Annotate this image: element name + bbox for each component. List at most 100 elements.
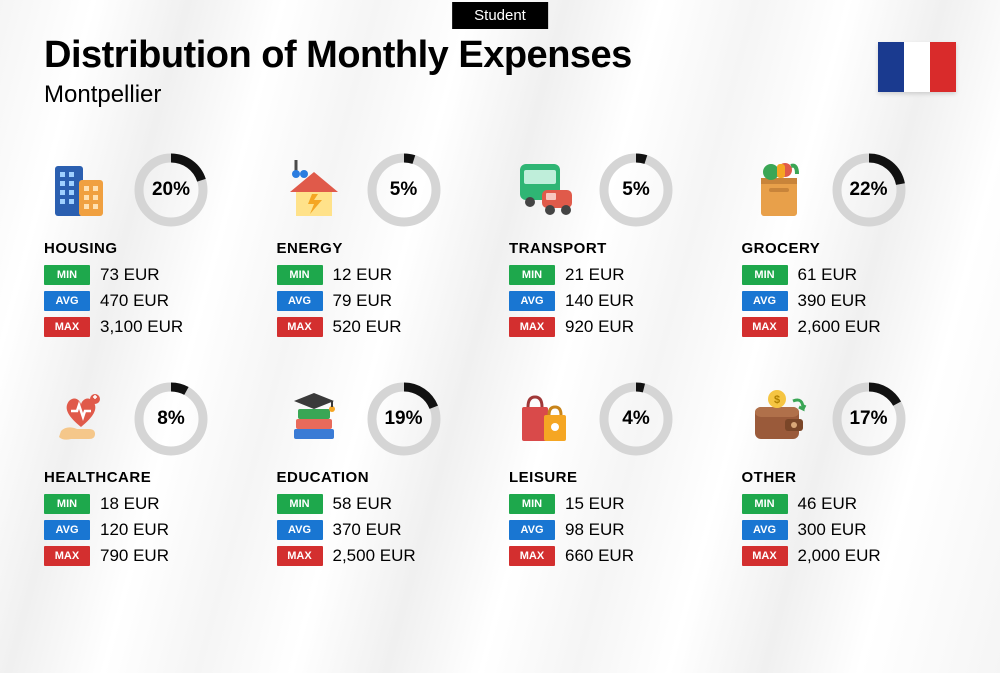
card-top: 4% (509, 379, 724, 459)
category-name: TRANSPORT (509, 240, 724, 257)
grocery-bag-icon (742, 153, 816, 227)
max-value: 520 EUR (333, 317, 402, 337)
max-value: 2,600 EUR (798, 317, 881, 337)
category-name: GROCERY (742, 240, 957, 257)
avg-tag: AVG (277, 520, 323, 540)
stat-avg: AVG 300 EUR (742, 520, 957, 540)
categories-grid: 20% HOUSING MIN 73 EUR AVG 470 EUR MAX 3… (44, 150, 956, 566)
wallet-icon: $ (742, 382, 816, 456)
flag-white (904, 42, 930, 92)
max-value: 660 EUR (565, 546, 634, 566)
max-tag: MAX (742, 546, 788, 566)
category-name: HEALTHCARE (44, 469, 259, 486)
stat-max: MAX 920 EUR (509, 317, 724, 337)
grad-books-icon (277, 382, 351, 456)
stat-max: MAX 3,100 EUR (44, 317, 259, 337)
stat-avg: AVG 140 EUR (509, 291, 724, 311)
card-top: $ 17% (742, 379, 957, 459)
house-bolt-icon (277, 153, 351, 227)
stat-max: MAX 660 EUR (509, 546, 724, 566)
stat-min: MIN 46 EUR (742, 494, 957, 514)
category-healthcare: 8% HEALTHCARE MIN 18 EUR AVG 120 EUR MAX… (44, 379, 259, 566)
avg-tag: AVG (509, 291, 555, 311)
stat-avg: AVG 79 EUR (277, 291, 492, 311)
category-leisure: 4% LEISURE MIN 15 EUR AVG 98 EUR MAX 660… (509, 379, 724, 566)
category-grocery: 22% GROCERY MIN 61 EUR AVG 390 EUR MAX 2… (742, 150, 957, 337)
flag-blue (878, 42, 904, 92)
pct-value: 8% (132, 380, 210, 458)
pct-donut: 4% (597, 380, 675, 458)
pct-value: 4% (597, 380, 675, 458)
stat-min: MIN 18 EUR (44, 494, 259, 514)
page-subtitle: Montpellier (44, 81, 632, 109)
pct-value: 20% (132, 151, 210, 229)
max-tag: MAX (277, 317, 323, 337)
avg-tag: AVG (44, 520, 90, 540)
pct-donut: 8% (132, 380, 210, 458)
max-value: 3,100 EUR (100, 317, 183, 337)
min-tag: MIN (44, 265, 90, 285)
stats: MIN 61 EUR AVG 390 EUR MAX 2,600 EUR (742, 265, 957, 337)
max-tag: MAX (742, 317, 788, 337)
min-value: 73 EUR (100, 265, 160, 285)
stats: MIN 73 EUR AVG 470 EUR MAX 3,100 EUR (44, 265, 259, 337)
pct-value: 19% (365, 380, 443, 458)
avg-value: 390 EUR (798, 291, 867, 311)
min-value: 21 EUR (565, 265, 625, 285)
min-value: 12 EUR (333, 265, 393, 285)
avg-tag: AVG (44, 291, 90, 311)
card-top: 22% (742, 150, 957, 230)
heart-hand-icon (44, 382, 118, 456)
min-tag: MIN (277, 494, 323, 514)
stat-max: MAX 2,600 EUR (742, 317, 957, 337)
stat-min: MIN 12 EUR (277, 265, 492, 285)
max-tag: MAX (509, 317, 555, 337)
avg-value: 120 EUR (100, 520, 169, 540)
bus-car-icon (509, 153, 583, 227)
avg-value: 140 EUR (565, 291, 634, 311)
category-name: LEISURE (509, 469, 724, 486)
france-flag (878, 42, 956, 92)
card-top: 8% (44, 379, 259, 459)
avg-value: 300 EUR (798, 520, 867, 540)
pct-value: 5% (597, 151, 675, 229)
shopping-bags-icon (509, 382, 583, 456)
max-tag: MAX (277, 546, 323, 566)
category-name: OTHER (742, 469, 957, 486)
pct-donut: 5% (365, 151, 443, 229)
stat-min: MIN 15 EUR (509, 494, 724, 514)
min-value: 15 EUR (565, 494, 625, 514)
max-value: 920 EUR (565, 317, 634, 337)
category-housing: 20% HOUSING MIN 73 EUR AVG 470 EUR MAX 3… (44, 150, 259, 337)
max-value: 2,000 EUR (798, 546, 881, 566)
min-tag: MIN (509, 494, 555, 514)
stat-avg: AVG 390 EUR (742, 291, 957, 311)
buildings-icon (44, 153, 118, 227)
avg-tag: AVG (742, 291, 788, 311)
pct-donut: 19% (365, 380, 443, 458)
avg-value: 470 EUR (100, 291, 169, 311)
pct-donut: 17% (830, 380, 908, 458)
category-name: ENERGY (277, 240, 492, 257)
student-badge: Student (452, 2, 548, 29)
stat-avg: AVG 120 EUR (44, 520, 259, 540)
page-title: Distribution of Monthly Expenses (44, 34, 632, 77)
svg-text:$: $ (773, 394, 779, 406)
stat-max: MAX 520 EUR (277, 317, 492, 337)
min-tag: MIN (44, 494, 90, 514)
max-tag: MAX (509, 546, 555, 566)
pct-value: 5% (365, 151, 443, 229)
stat-min: MIN 58 EUR (277, 494, 492, 514)
stat-max: MAX 2,500 EUR (277, 546, 492, 566)
card-top: 20% (44, 150, 259, 230)
category-name: HOUSING (44, 240, 259, 257)
card-top: 5% (509, 150, 724, 230)
pct-donut: 5% (597, 151, 675, 229)
max-tag: MAX (44, 317, 90, 337)
pct-value: 22% (830, 151, 908, 229)
card-top: 19% (277, 379, 492, 459)
stat-max: MAX 790 EUR (44, 546, 259, 566)
avg-tag: AVG (509, 520, 555, 540)
category-energy: 5% ENERGY MIN 12 EUR AVG 79 EUR MAX 520 … (277, 150, 492, 337)
min-value: 61 EUR (798, 265, 858, 285)
